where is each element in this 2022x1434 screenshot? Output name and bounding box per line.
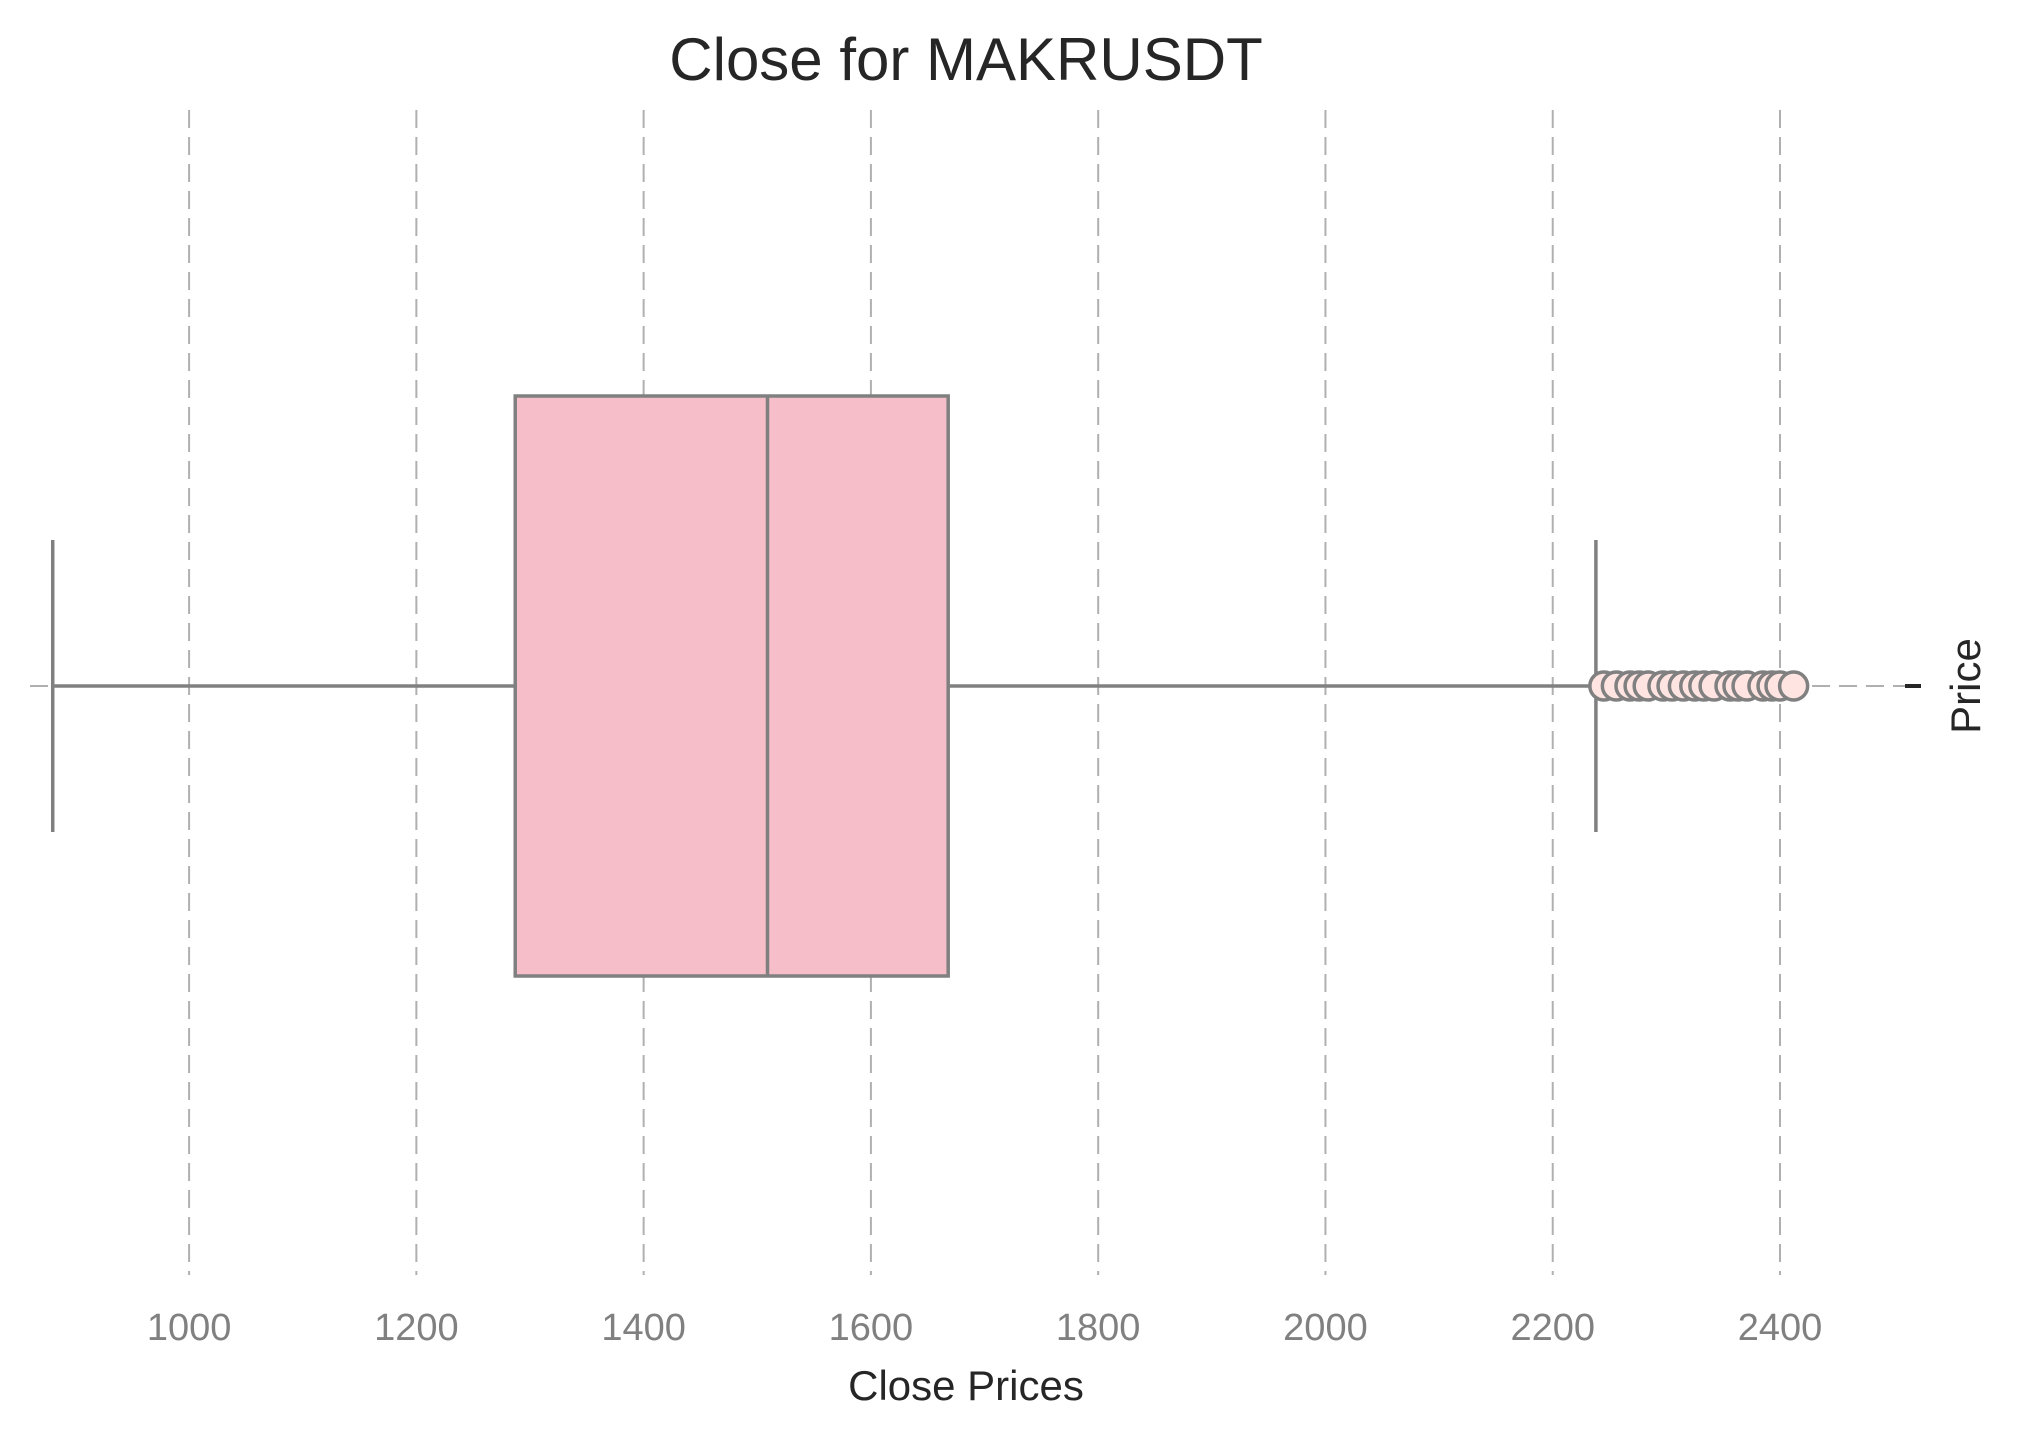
x-tick-1000: 1000 [147, 1307, 232, 1349]
x-tick-1400: 1400 [601, 1307, 686, 1349]
x-tick-1600: 1600 [829, 1307, 914, 1349]
box-plot-area [50, 394, 1598, 978]
y-axis-label: Price [1942, 638, 1989, 734]
outlier-points [1588, 670, 1810, 702]
chart-title: Close for MAKRUSDT [669, 26, 1262, 93]
x-tick-2400: 2400 [1738, 1307, 1823, 1349]
x-tick-1800: 1800 [1056, 1307, 1141, 1349]
x-tick-2200: 2200 [1510, 1307, 1595, 1349]
x-tick-2000: 2000 [1283, 1307, 1368, 1349]
x-tick-1200: 1200 [374, 1307, 459, 1349]
x-axis-label: Close Prices [848, 1362, 1084, 1409]
iqr-box [513, 394, 950, 978]
outlier-point-17 [1777, 670, 1810, 702]
x-tick-labels: 1000 1200 1400 1600 1800 2000 2200 2400 [147, 1307, 1822, 1349]
